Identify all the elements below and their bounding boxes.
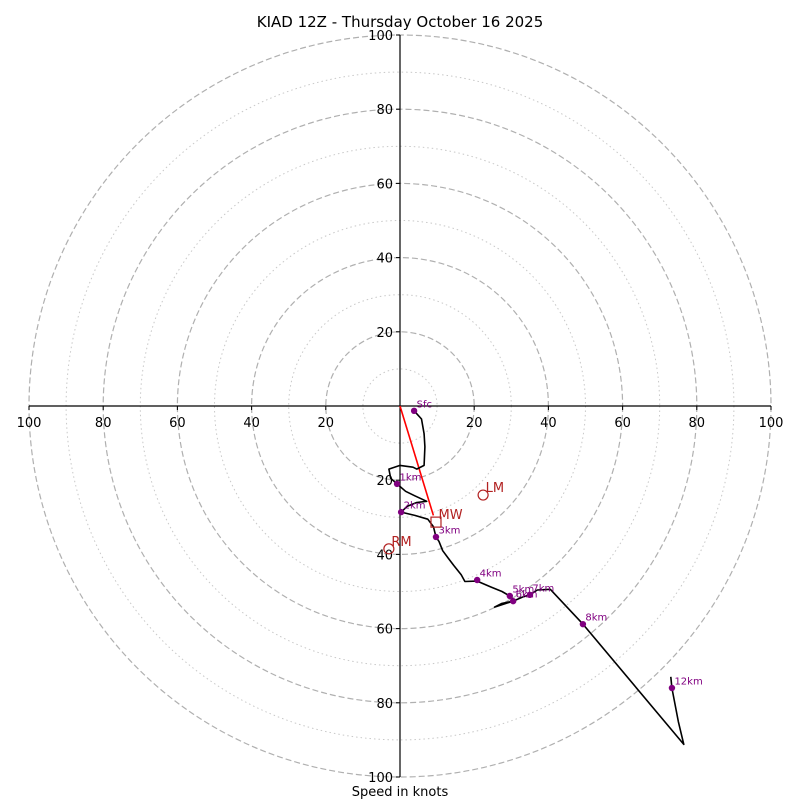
height-label-7km: 7km bbox=[532, 583, 554, 594]
y-tick-label: 60 bbox=[376, 623, 393, 638]
storm-label-lm: LM bbox=[486, 481, 504, 496]
height-label-sfc: Sfc bbox=[417, 399, 432, 410]
storm-label-rm: RM bbox=[391, 535, 411, 550]
y-tick-label: 20 bbox=[376, 326, 393, 341]
height-marker-3km bbox=[432, 533, 440, 541]
x-tick-label: 20 bbox=[466, 416, 483, 431]
height-marker-2km bbox=[397, 508, 405, 516]
x-tick-label: 80 bbox=[689, 416, 706, 431]
shear-vector bbox=[399, 405, 435, 516]
storm-motion-markers: LM RM MW bbox=[383, 481, 504, 555]
y-tick-label: 60 bbox=[376, 177, 393, 192]
y-tick-label: 20 bbox=[376, 474, 393, 489]
height-label-1km: 1km bbox=[400, 472, 422, 483]
x-tick-label: 60 bbox=[169, 416, 186, 431]
hodograph-trace bbox=[388, 410, 685, 746]
height-marker-sfc bbox=[410, 407, 418, 415]
height-label-3km: 3km bbox=[438, 525, 460, 536]
x-tick-label: 40 bbox=[243, 416, 260, 431]
storm-marker-lm bbox=[477, 489, 489, 501]
x-tick-label: 40 bbox=[540, 416, 557, 431]
x-tick-label: 20 bbox=[318, 416, 335, 431]
chart-title: KIAD 12Z - Thursday October 16 2025 bbox=[257, 13, 544, 31]
x-axis-label: Speed in knots bbox=[352, 785, 449, 800]
y-tick-label: 80 bbox=[376, 697, 393, 712]
storm-label-mw: MW bbox=[438, 508, 462, 523]
y-tick-label: 100 bbox=[368, 29, 393, 44]
storm-marker-rm bbox=[383, 543, 395, 555]
height-marker-8km bbox=[579, 620, 587, 628]
height-marker-1km bbox=[393, 480, 401, 488]
tick-labels: 100 80 60 40 20 20 40 60 80 100 100 80 60 40 20 20 40 60 8… bbox=[17, 29, 784, 786]
height-marker-4km bbox=[473, 576, 481, 584]
height-label-8km: 8km bbox=[585, 613, 607, 624]
x-tick-label: 100 bbox=[759, 416, 784, 431]
height-marker-7km bbox=[526, 591, 534, 599]
storm-marker-mw bbox=[430, 516, 442, 528]
x-tick-label: 60 bbox=[614, 416, 631, 431]
height-label-5km: 5km bbox=[512, 584, 534, 595]
height-label-12km: 12km bbox=[674, 676, 702, 687]
y-tick-label: 40 bbox=[376, 252, 393, 267]
x-tick-label: 80 bbox=[95, 416, 112, 431]
height-marker-5km bbox=[506, 592, 514, 600]
height-marker-6km bbox=[509, 597, 517, 605]
x-tick-label: 100 bbox=[17, 416, 42, 431]
y-tick-label: 100 bbox=[368, 771, 393, 786]
y-tick-label: 80 bbox=[376, 103, 393, 118]
y-tick-label: 40 bbox=[376, 548, 393, 563]
height-label-6km: 6km bbox=[516, 590, 538, 601]
height-label-4km: 4km bbox=[480, 568, 502, 579]
shear-vector-line bbox=[399, 405, 435, 516]
hodograph-line bbox=[388, 410, 685, 746]
height-label-2km: 2km bbox=[404, 501, 426, 512]
height-marker-12km bbox=[668, 684, 676, 692]
